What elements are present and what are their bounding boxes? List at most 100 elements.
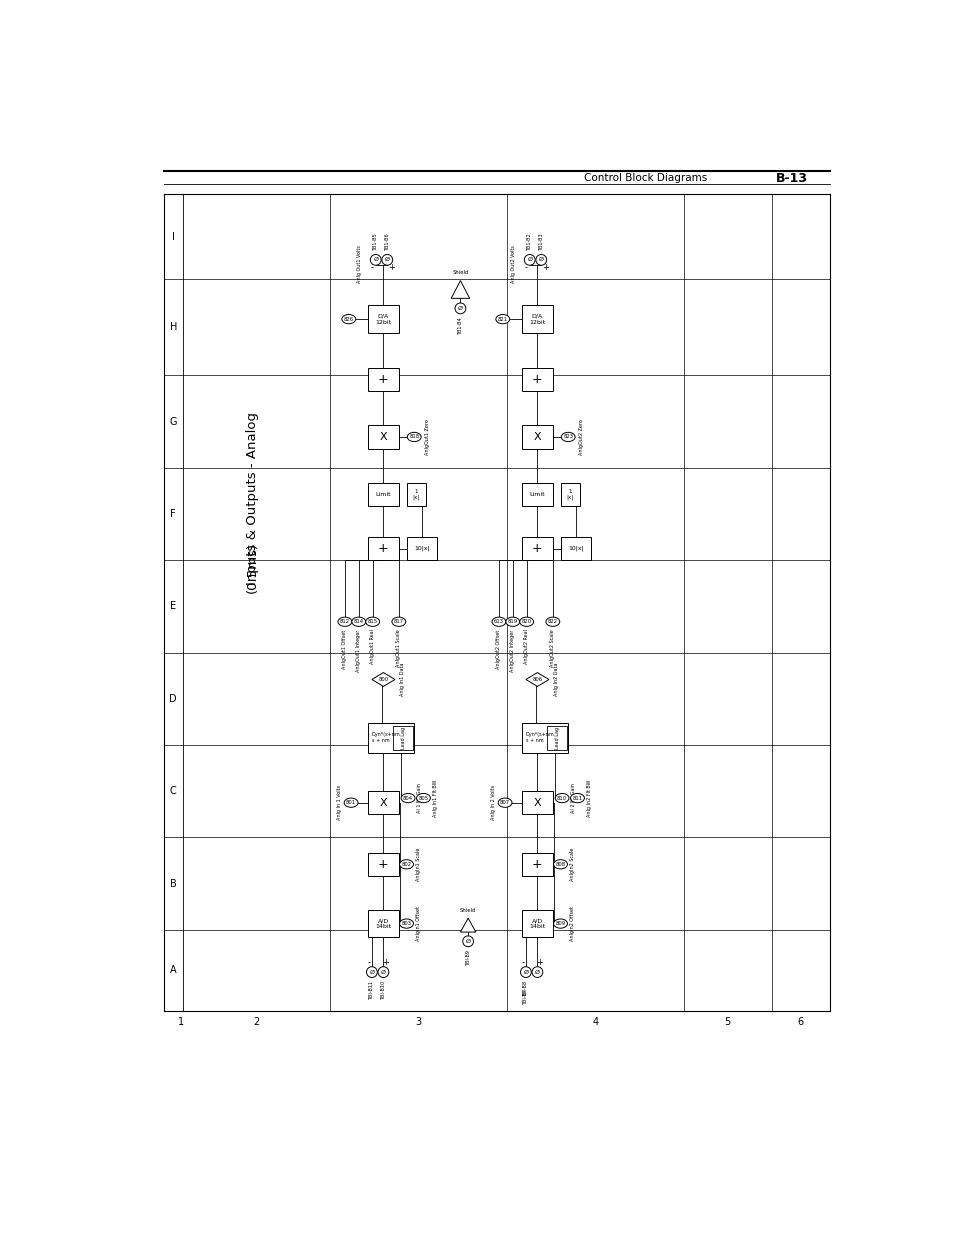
Text: X: X xyxy=(533,432,540,442)
Text: AnlgIn1 Scale: AnlgIn1 Scale xyxy=(416,847,420,881)
Text: -: - xyxy=(521,958,524,967)
Text: AnlgOut1 Zero: AnlgOut1 Zero xyxy=(425,419,430,454)
Text: Anlg In2 Data: Anlg In2 Data xyxy=(554,663,558,697)
Text: AnlgIn1 Offset: AnlgIn1 Offset xyxy=(416,906,420,941)
Text: TB1-B5: TB1-B5 xyxy=(373,233,377,251)
Text: Anlg In2 Flt BW: Anlg In2 Flt BW xyxy=(586,779,591,816)
Ellipse shape xyxy=(400,793,415,803)
Bar xyxy=(368,368,398,390)
Bar xyxy=(521,722,568,752)
Text: 5: 5 xyxy=(723,1018,730,1028)
Text: TBI-B8: TBI-B8 xyxy=(523,982,528,998)
Bar xyxy=(521,792,552,814)
Ellipse shape xyxy=(416,793,430,803)
Bar xyxy=(521,368,552,390)
Circle shape xyxy=(377,967,389,977)
Text: TB1-B4: TB1-B4 xyxy=(457,317,462,335)
Text: Limit: Limit xyxy=(529,493,545,498)
Text: Lead Lag: Lead Lag xyxy=(554,726,559,748)
Text: AnlgOut2 Integer: AnlgOut2 Integer xyxy=(510,630,515,672)
Ellipse shape xyxy=(519,618,533,626)
Ellipse shape xyxy=(570,793,584,803)
Text: s + nm: s + nm xyxy=(525,739,543,743)
Text: AnlgOut1 Offset: AnlgOut1 Offset xyxy=(342,630,347,668)
Text: Control Block Diagrams: Control Block Diagrams xyxy=(583,173,706,183)
Text: Ø: Ø xyxy=(523,969,528,974)
Ellipse shape xyxy=(553,860,567,869)
Text: -: - xyxy=(524,263,527,272)
Ellipse shape xyxy=(344,798,357,808)
Text: 806: 806 xyxy=(532,677,542,682)
Text: Anlg Out1 Volts: Anlg Out1 Volts xyxy=(356,245,361,283)
Text: +: + xyxy=(377,373,388,385)
Text: AnlgOut2 Scale: AnlgOut2 Scale xyxy=(550,630,555,667)
Text: AnlgOut1 Scale: AnlgOut1 Scale xyxy=(395,630,401,667)
Bar xyxy=(368,910,398,937)
Text: +: + xyxy=(382,958,389,967)
Circle shape xyxy=(462,936,473,947)
Text: Anlg Out2 Volts: Anlg Out2 Volts xyxy=(511,245,516,283)
Text: -: - xyxy=(370,263,373,272)
Bar xyxy=(368,537,398,561)
Bar xyxy=(368,425,398,448)
Text: 3: 3 xyxy=(415,1018,420,1028)
Polygon shape xyxy=(525,673,548,687)
Text: Ø: Ø xyxy=(527,257,532,262)
Bar xyxy=(521,483,552,506)
Text: 807: 807 xyxy=(499,800,510,805)
Text: 6: 6 xyxy=(797,1018,803,1028)
Text: AnlgOut1 Real: AnlgOut1 Real xyxy=(370,630,375,664)
Text: 823: 823 xyxy=(562,435,573,440)
Text: X: X xyxy=(533,798,540,808)
Text: Shield: Shield xyxy=(452,270,468,275)
Text: TB1-B3: TB1-B3 xyxy=(538,233,543,251)
Text: F: F xyxy=(171,509,176,519)
Text: AnlgIn2 Scale: AnlgIn2 Scale xyxy=(569,847,574,881)
Text: 817: 817 xyxy=(394,619,403,624)
Text: Dyn*(s+nm: Dyn*(s+nm xyxy=(525,732,554,737)
Text: AnlgOut1 Integer: AnlgOut1 Integer xyxy=(355,630,361,672)
Bar xyxy=(521,852,552,876)
Circle shape xyxy=(524,254,535,266)
Circle shape xyxy=(532,967,542,977)
Bar xyxy=(560,537,591,561)
Text: 826: 826 xyxy=(343,316,354,321)
Ellipse shape xyxy=(555,793,568,803)
Text: AI 1 Flt Gain: AI 1 Flt Gain xyxy=(416,783,422,813)
Bar xyxy=(368,483,398,506)
Text: 613: 613 xyxy=(494,619,503,624)
Bar xyxy=(406,537,436,561)
Text: D/A
12bit: D/A 12bit xyxy=(375,314,391,325)
Text: Ø: Ø xyxy=(384,257,390,262)
Text: B-13: B-13 xyxy=(775,172,806,185)
Bar xyxy=(521,425,552,448)
Text: 818: 818 xyxy=(409,435,419,440)
Text: AnlgOut2 Zero: AnlgOut2 Zero xyxy=(578,419,583,454)
Bar xyxy=(368,722,414,752)
Text: TB1-B2: TB1-B2 xyxy=(527,233,532,251)
Text: Anlg In1 Flt BW: Anlg In1 Flt BW xyxy=(433,779,437,816)
Text: 810: 810 xyxy=(557,795,566,800)
Text: Ø: Ø xyxy=(538,257,543,262)
Bar xyxy=(393,726,413,750)
Text: +: + xyxy=(377,858,388,871)
Ellipse shape xyxy=(407,432,420,442)
Text: I: I xyxy=(172,232,174,242)
Text: -: - xyxy=(368,958,371,967)
Text: Ø: Ø xyxy=(465,939,470,944)
Text: 10|x|: 10|x| xyxy=(567,546,583,551)
Text: B: B xyxy=(170,878,176,888)
Text: X: X xyxy=(379,432,387,442)
Text: A/D
14bit: A/D 14bit xyxy=(375,918,391,929)
Text: +: + xyxy=(532,542,542,555)
Text: C: C xyxy=(170,787,176,797)
Ellipse shape xyxy=(492,618,505,626)
Ellipse shape xyxy=(545,618,559,626)
Text: D: D xyxy=(170,694,177,704)
Ellipse shape xyxy=(392,618,405,626)
Circle shape xyxy=(536,254,546,266)
Ellipse shape xyxy=(560,432,575,442)
Text: 2: 2 xyxy=(253,1018,259,1028)
Circle shape xyxy=(520,967,531,977)
Text: +: + xyxy=(532,373,542,385)
